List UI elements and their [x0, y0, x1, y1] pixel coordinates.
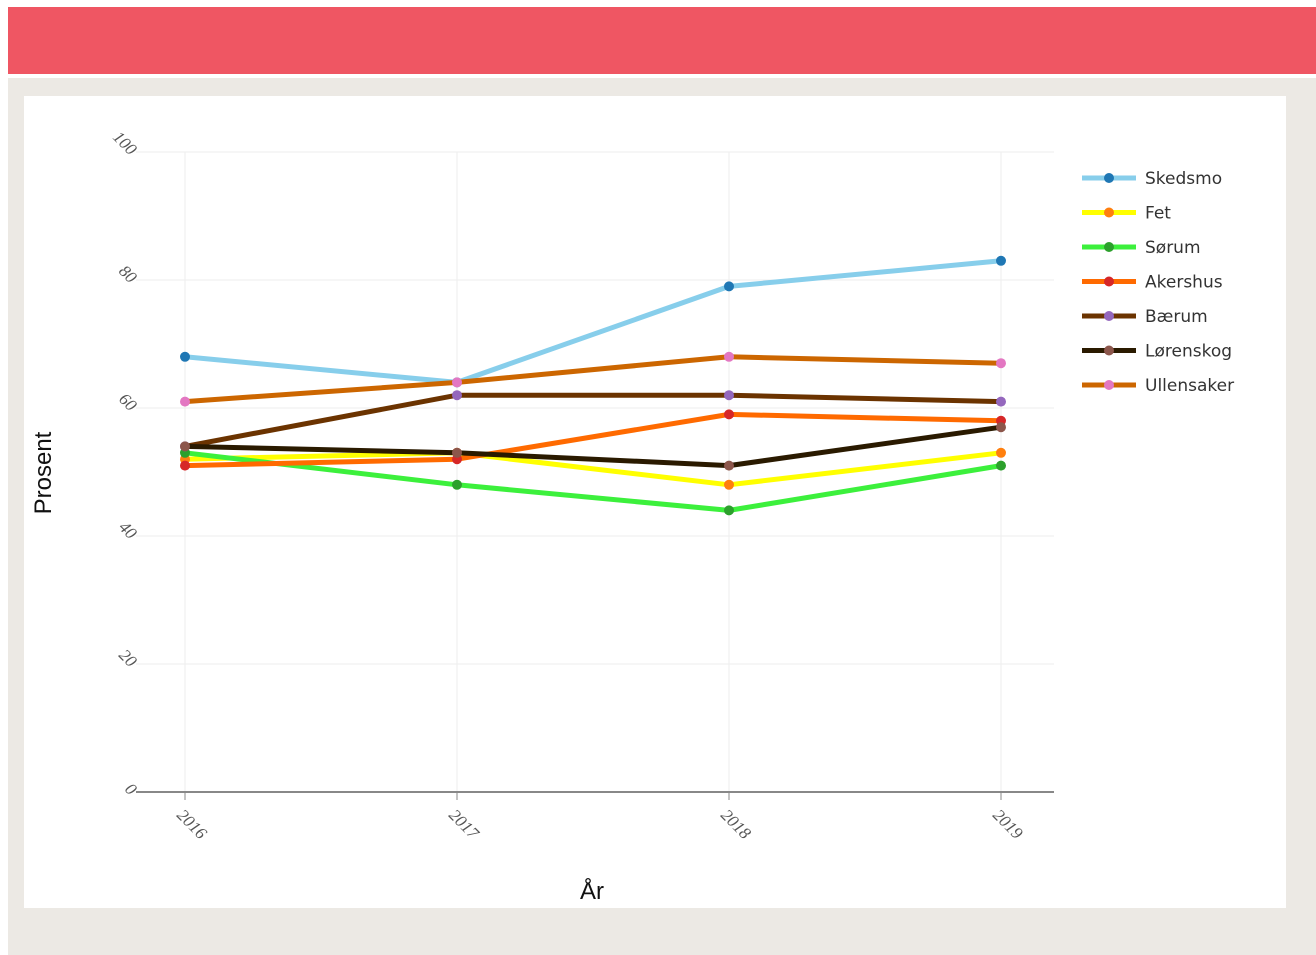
legend-item[interactable]: Ullensaker: [1082, 376, 1234, 396]
series-line: [182, 392, 1004, 449]
legend-swatch-marker: [1104, 207, 1114, 218]
data-point: [996, 358, 1006, 369]
legend-swatch-marker: [1104, 242, 1114, 252]
data-point: [996, 460, 1006, 471]
data-point: [996, 255, 1006, 266]
data-point: [180, 351, 190, 362]
legend-item[interactable]: Sørum: [1082, 238, 1201, 258]
x-tick-label: 2018: [717, 805, 755, 843]
data-point: [996, 447, 1006, 458]
legend-item[interactable]: Skedsmo: [1082, 169, 1222, 189]
series-6: [180, 351, 1006, 407]
series-line: [182, 450, 1004, 488]
series-line: [182, 424, 1004, 469]
header-bar: [8, 7, 1316, 74]
legend-item[interactable]: Akershus: [1082, 273, 1223, 293]
x-tick-label: 2017: [445, 805, 484, 844]
y-tick-label: 100: [109, 127, 141, 159]
data-point: [452, 390, 462, 401]
legend-label: Akershus: [1145, 273, 1223, 293]
y-tick-label: 20: [115, 645, 141, 671]
chart-card: 0 20 40 60 80 100 2016 2017 2018 2019 Prosent År …: [24, 96, 1286, 908]
data-point: [996, 422, 1006, 433]
y-tick-label: 40: [115, 517, 141, 543]
data-point: [724, 409, 734, 420]
x-axis-title: År: [580, 877, 604, 905]
legend-item[interactable]: Lørenskog: [1082, 342, 1232, 362]
data-point: [724, 505, 734, 516]
series-5: [180, 422, 1006, 471]
legend-swatch-marker: [1104, 345, 1114, 356]
data-point: [724, 479, 734, 490]
series-line: [182, 258, 1004, 385]
data-point: [180, 396, 190, 407]
data-point: [724, 460, 734, 471]
series-line: [182, 411, 1004, 469]
data-point: [724, 281, 734, 292]
data-point: [724, 390, 734, 401]
y-tick-label: 60: [115, 389, 141, 415]
legend-label: Bærum: [1145, 307, 1208, 327]
data-point: [996, 396, 1006, 407]
legend-swatch-marker: [1104, 276, 1114, 287]
legend-swatch-marker: [1104, 173, 1114, 183]
x-tick-label: 2019: [989, 805, 1027, 843]
y-tick-label: 80: [115, 261, 141, 287]
legend-label: Lørenskog: [1145, 342, 1232, 362]
legend-swatch-marker: [1104, 380, 1114, 390]
legend-label: Fet: [1145, 204, 1171, 224]
y-axis-title: Prosent: [30, 431, 57, 514]
axes: [136, 791, 1054, 800]
data-point: [452, 377, 462, 388]
legend-item[interactable]: Fet: [1082, 204, 1171, 224]
legend-swatch-marker: [1104, 311, 1114, 321]
legend-item[interactable]: Bærum: [1082, 307, 1208, 327]
legend-label: Ullensaker: [1145, 376, 1234, 396]
data-point: [452, 479, 462, 490]
data-point: [452, 447, 462, 458]
grid: [136, 151, 1054, 792]
series-line: [182, 354, 1004, 405]
data-point: [180, 441, 190, 452]
top-strip: [0, 0, 1316, 6]
series-2: [180, 447, 1006, 516]
legend-label: Sørum: [1145, 238, 1201, 258]
series: [180, 255, 1006, 516]
x-tick-label: 2016: [173, 805, 211, 843]
series-line: [182, 450, 1004, 513]
legend-label: Skedsmo: [1145, 169, 1222, 189]
legend[interactable]: Skedsmo Fet Sørum Akershus Bærum Lørenskog Ull…: [1082, 169, 1234, 396]
data-point: [180, 460, 190, 471]
data-point: [724, 351, 734, 362]
y-tick-label: 0: [121, 779, 141, 799]
